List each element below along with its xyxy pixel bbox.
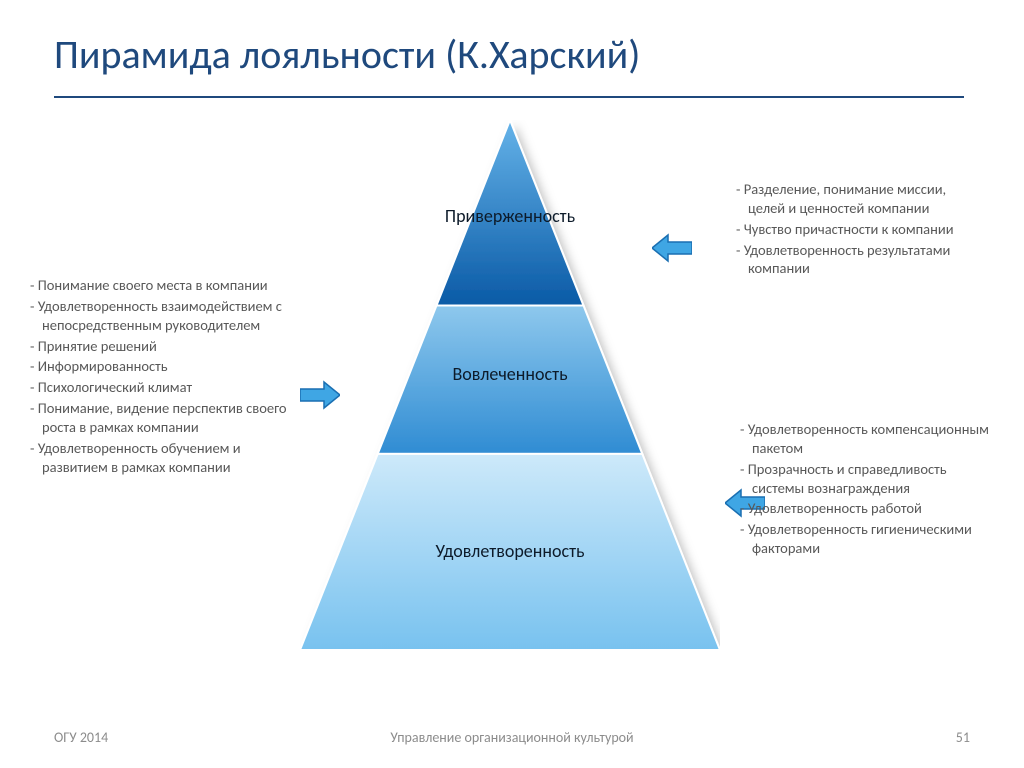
list-item: Разделение, понимание миссии, целей и це… [736, 180, 986, 218]
list-item: Удовлетворенность работой [740, 499, 990, 518]
pyramid [300, 120, 720, 650]
title-underline [54, 96, 964, 98]
arrow-to-mid [300, 380, 340, 410]
pyramid-label-mid: Вовлеченность [300, 363, 720, 385]
pyramid-svg [300, 120, 720, 650]
list-item: Чувство причастности к компании [736, 220, 986, 239]
arrow-to-top [652, 233, 692, 263]
list-item: Психологический климат [30, 378, 302, 397]
pyramid-label-top: Приверженность [300, 205, 720, 227]
pyramid-label-bot: Удовлетворенность [300, 540, 720, 562]
footer-page-number: 51 [956, 729, 970, 746]
callout-right-top: Разделение, понимание миссии, целей и це… [736, 180, 986, 280]
slide: Пирамида лояльности (К.Харский) [0, 0, 1024, 768]
list-item: Удовлетворенность взаимодействием с непо… [30, 297, 302, 335]
list-item: Принятие решений [30, 337, 302, 356]
list-item: Удовлетворенность гигиеническими фактора… [740, 520, 990, 558]
list-item: Понимание своего места в компании [30, 276, 302, 295]
page-title: Пирамида лояльности (К.Харский) [54, 30, 640, 79]
footer-center: Управление организационной культурой [0, 729, 1024, 746]
callout-right-bot: Удовлетворенность компенсационным пакето… [740, 420, 990, 560]
list-item: Информированность [30, 357, 302, 376]
list-item: Удовлетворенность компенсационным пакето… [740, 420, 990, 458]
list-item: Прозрачность и справедливость системы во… [740, 460, 990, 498]
list-item: Удовлетворенность обучением и развитием … [30, 439, 302, 477]
list-item: Удовлетворенность результатами компании [736, 241, 986, 279]
callout-left-mid: Понимание своего места в компании Удовле… [30, 276, 302, 478]
list-item: Понимание, видение перспектив своего рос… [30, 399, 302, 437]
